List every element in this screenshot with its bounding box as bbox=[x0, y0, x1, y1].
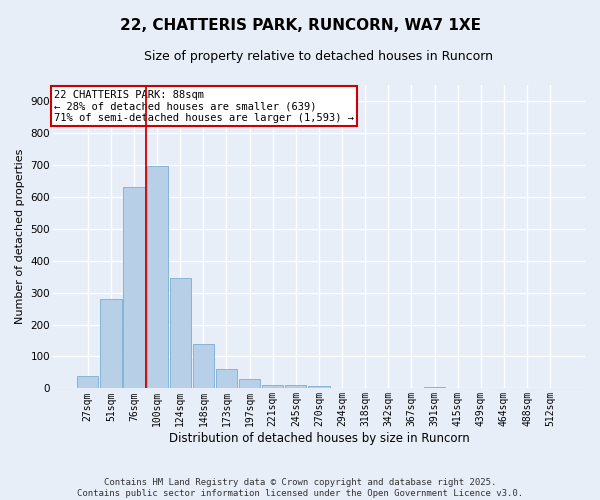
Text: 22 CHATTERIS PARK: 88sqm
← 28% of detached houses are smaller (639)
71% of semi-: 22 CHATTERIS PARK: 88sqm ← 28% of detach… bbox=[54, 90, 354, 123]
Y-axis label: Number of detached properties: Number of detached properties bbox=[15, 149, 25, 324]
Bar bbox=[77, 376, 98, 388]
Bar bbox=[262, 385, 283, 388]
Bar bbox=[308, 386, 329, 388]
Bar bbox=[216, 370, 237, 388]
Bar bbox=[285, 385, 307, 388]
Text: Contains HM Land Registry data © Crown copyright and database right 2025.
Contai: Contains HM Land Registry data © Crown c… bbox=[77, 478, 523, 498]
Bar bbox=[239, 379, 260, 388]
Bar bbox=[170, 278, 191, 388]
Bar bbox=[146, 166, 168, 388]
Title: Size of property relative to detached houses in Runcorn: Size of property relative to detached ho… bbox=[145, 50, 493, 63]
Text: 22, CHATTERIS PARK, RUNCORN, WA7 1XE: 22, CHATTERIS PARK, RUNCORN, WA7 1XE bbox=[119, 18, 481, 32]
X-axis label: Distribution of detached houses by size in Runcorn: Distribution of detached houses by size … bbox=[169, 432, 469, 445]
Bar bbox=[193, 344, 214, 388]
Bar bbox=[424, 387, 445, 388]
Bar bbox=[100, 299, 122, 388]
Bar bbox=[124, 187, 145, 388]
